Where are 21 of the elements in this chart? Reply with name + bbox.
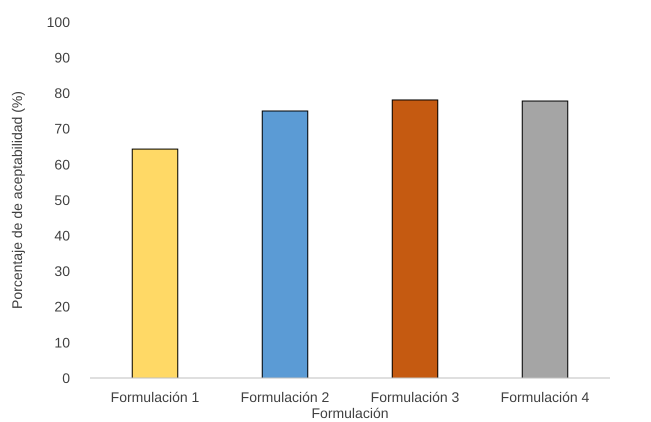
bar: [392, 99, 438, 378]
bar: [132, 148, 178, 378]
y-tick-label: 40: [54, 228, 70, 244]
x-tick-label: Formulación 2: [240, 389, 330, 405]
y-tick-label: 20: [54, 298, 70, 315]
y-tick-label: 30: [54, 263, 70, 280]
y-tick-label: 90: [54, 50, 70, 66]
y-tick-label: 80: [54, 85, 70, 102]
y-axis-title: Porcentaje de de aceptabilidad (%): [9, 91, 25, 309]
y-tick-label: 50: [54, 192, 70, 208]
y-tick-label: 60: [54, 156, 70, 172]
y-tick-label: 0: [62, 370, 70, 386]
x-tick-label: Formulación 1: [110, 389, 200, 405]
x-tick-label: Formulación 4: [500, 389, 590, 405]
y-tick-label: 70: [54, 120, 70, 137]
bar: [522, 100, 568, 378]
x-tick-label: Formulación 3: [370, 389, 460, 405]
y-tick-label: 100: [46, 14, 70, 30]
x-axis-title: Formulación: [311, 405, 389, 421]
bar: [262, 110, 308, 378]
y-tick-label: 10: [54, 334, 70, 350]
